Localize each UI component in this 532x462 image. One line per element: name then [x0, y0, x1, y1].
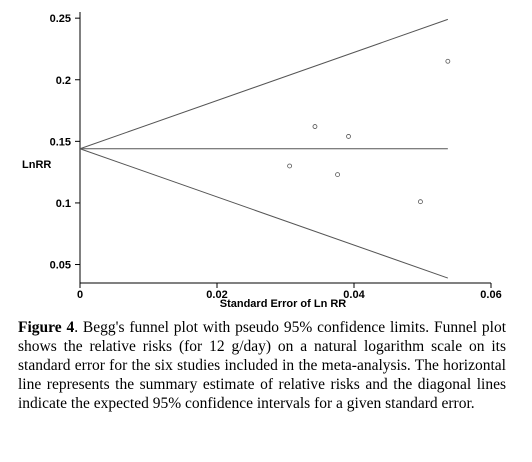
y-tick-label: 0.1 [56, 198, 71, 210]
x-tick-label: 0.06 [480, 289, 501, 301]
study-point [445, 58, 451, 64]
study-point [312, 124, 318, 129]
x-tick-label: 0 [77, 289, 83, 301]
y-axis-label: LnRR [22, 159, 51, 171]
lower-confidence-limit-line [79, 148, 449, 279]
x-tick-label: 0.04 [343, 289, 365, 301]
y-tick-label: 0.25 [50, 13, 71, 25]
study-point [335, 172, 340, 178]
figure-caption: Figure 4. Begg's funnel plot with pseudo… [18, 318, 506, 413]
study-point [418, 199, 423, 205]
funnel-lines [79, 18, 449, 279]
study-point [287, 163, 293, 169]
plot-axes [75, 12, 492, 288]
x-tick-label: 0.02 [206, 289, 227, 301]
y-tick-label: 0.15 [50, 136, 71, 148]
study-points [287, 58, 451, 205]
funnel-plot: 0.05 0.1 0.15 0.2 0.25 0 0.02 0.04 0.06 Standard… [22, 12, 502, 310]
upper-confidence-limit-line [79, 18, 449, 150]
x-axis-label: Standard Error of Ln RR [220, 298, 347, 310]
y-tick-label: 0.05 [50, 260, 71, 272]
tick-labels: 0.05 0.1 0.15 0.2 0.25 0 0.02 0.04 0.06 [50, 13, 502, 301]
caption-label: Figure 4 [18, 319, 75, 336]
study-point [346, 134, 351, 139]
caption-text: . Begg's funnel plot with pseudo 95% con… [18, 319, 506, 412]
y-tick-label: 0.2 [56, 75, 71, 87]
